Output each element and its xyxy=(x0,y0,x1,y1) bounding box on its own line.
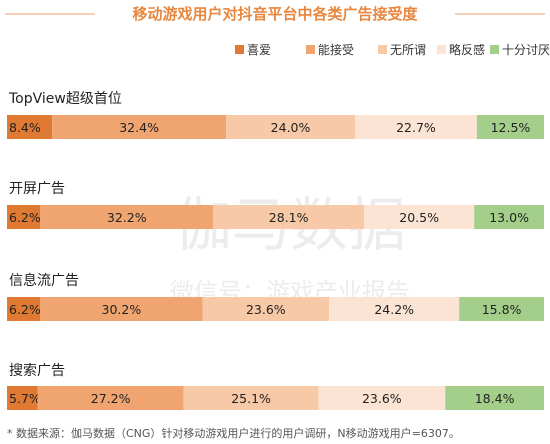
bar-segment-2-2 xyxy=(202,297,330,321)
source-note: * 数据来源：伽马数据（CNG）针对移动游戏用户进行的用户调研，N移动游戏用户=… xyxy=(7,426,460,440)
data-label-3-0: 5.7% xyxy=(9,391,41,406)
bar-segment-0-0 xyxy=(7,115,53,139)
bar-segment-3-3 xyxy=(318,386,446,410)
bar-segment-1-0 xyxy=(7,205,41,229)
legend-swatch-0 xyxy=(235,45,244,54)
data-label-0-0: 8.4% xyxy=(9,120,41,135)
data-label-2-1: 30.2% xyxy=(102,302,142,317)
bar-segment-3-1 xyxy=(37,386,184,410)
data-label-1-4: 13.0% xyxy=(489,210,529,225)
legend-swatch-3 xyxy=(437,45,446,54)
category-label-1: 开屏广告 xyxy=(9,181,65,197)
legend-swatch-1 xyxy=(306,45,315,54)
data-label-2-3: 24.2% xyxy=(374,302,414,317)
legend: 喜爱 能接受 无所谓 略反感 十分讨厌 xyxy=(235,42,550,57)
data-label-1-1: 32.2% xyxy=(107,210,147,225)
legend-swatch-4 xyxy=(490,45,499,54)
category-label-0: TopView超级首位 xyxy=(8,91,122,107)
data-label-0-3: 22.7% xyxy=(396,120,436,135)
category-label-3: 搜索广告 xyxy=(9,362,65,379)
legend-label-1: 能接受 xyxy=(318,42,354,57)
data-label-3-1: 27.2% xyxy=(91,391,131,406)
data-label-0-4: 12.5% xyxy=(491,120,531,135)
chart-title: 移动游戏用户对抖音平台中各类广告接受度 xyxy=(132,5,418,23)
legend-label-3: 略反感 xyxy=(449,42,485,57)
data-label-2-0: 6.2% xyxy=(9,302,41,317)
bar-segment-2-1 xyxy=(40,297,203,321)
data-label-1-0: 6.2% xyxy=(9,210,41,225)
data-label-2-4: 15.8% xyxy=(482,302,522,317)
bar-segment-1-3 xyxy=(364,205,475,229)
bar-segment-0-2 xyxy=(226,115,355,139)
data-label-3-2: 25.1% xyxy=(231,391,271,406)
data-label-1-2: 28.1% xyxy=(269,210,309,225)
legend-label-2: 无所谓 xyxy=(390,43,426,57)
category-label-2: 信息流广告 xyxy=(9,272,79,289)
bar-segment-2-3 xyxy=(329,297,460,321)
bar-segment-0-4 xyxy=(476,115,545,139)
bar-segment-0-3 xyxy=(354,115,477,139)
bar-segment-3-4 xyxy=(445,386,544,410)
bar-rows: TopView超级首位 8.4% 32.4% 24.0% 22.7% 12.5% 开屏广告 6… xyxy=(7,91,545,410)
legend-swatch-2 xyxy=(378,45,387,54)
bar-segment-1-1 xyxy=(40,205,214,229)
bar-segment-1-4 xyxy=(474,205,544,229)
bar-segment-0-1 xyxy=(52,115,227,139)
bar-segment-2-4 xyxy=(459,297,544,321)
bar-segment-3-2 xyxy=(183,386,319,410)
bar-segment-3-0 xyxy=(7,386,38,410)
data-label-0-2: 24.0% xyxy=(271,120,311,135)
data-label-2-2: 23.6% xyxy=(246,302,286,317)
data-label-0-1: 32.4% xyxy=(119,120,159,135)
legend-label-4: 十分讨厌 xyxy=(502,43,550,57)
legend-label-0: 喜爱 xyxy=(247,43,271,57)
bar-segment-1-2 xyxy=(213,205,365,229)
data-label-3-4: 18.4% xyxy=(475,391,515,406)
data-label-1-3: 20.5% xyxy=(399,210,439,225)
data-label-3-3: 23.6% xyxy=(362,391,402,406)
bar-segment-2-0 xyxy=(7,297,41,321)
